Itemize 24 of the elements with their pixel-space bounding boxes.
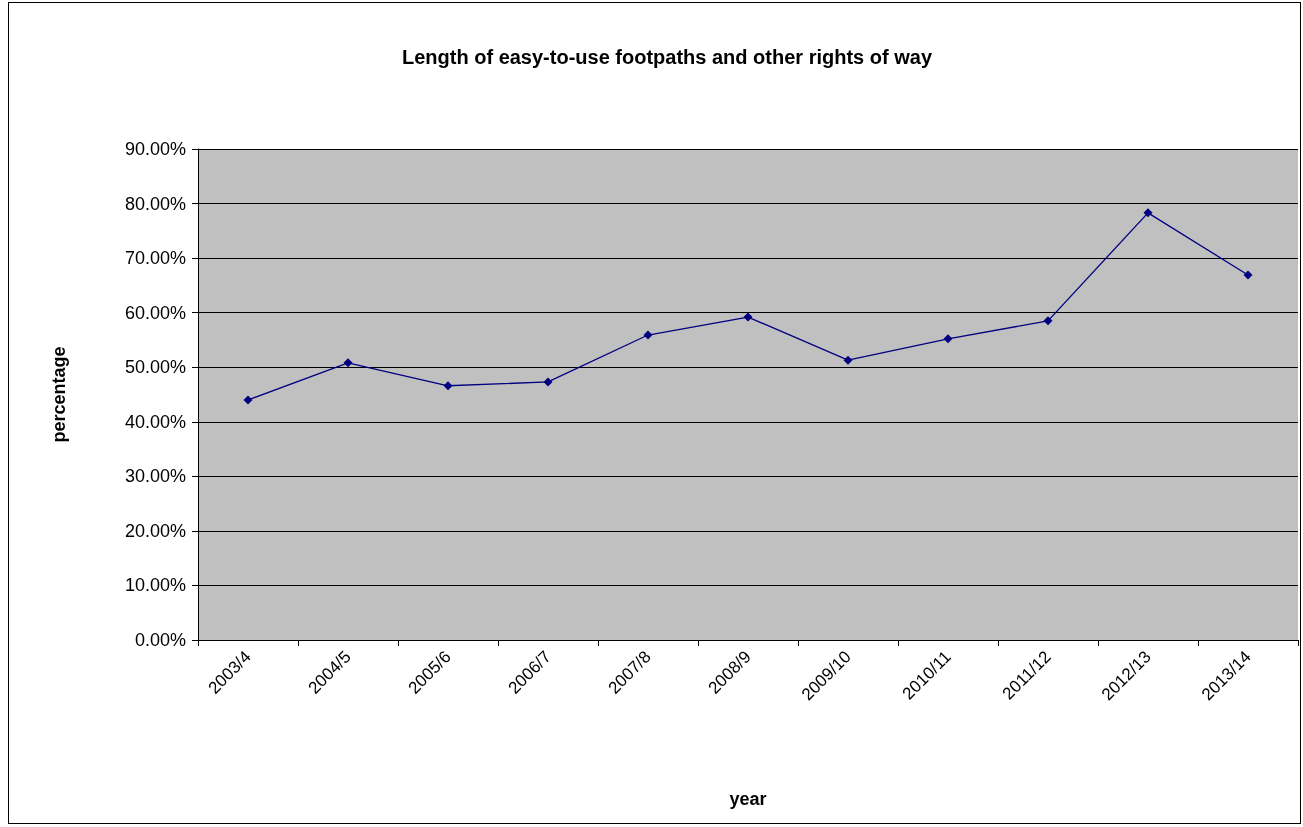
point [443, 381, 453, 391]
point [843, 355, 853, 365]
y-tick-label: 20.00% [124, 520, 186, 541]
point [1243, 270, 1253, 280]
y-tick-label: 90.00% [124, 139, 186, 159]
y-tick-label: 40.00% [124, 411, 186, 432]
y-tick-label: 80.00% [124, 193, 186, 214]
point [743, 312, 753, 322]
point [643, 330, 653, 340]
y-tick-label: 50.00% [124, 357, 186, 378]
y-tick-label: 70.00% [124, 248, 186, 269]
point [943, 334, 953, 344]
point [243, 395, 253, 405]
point [1043, 316, 1053, 326]
y-tick-label: 30.00% [124, 466, 186, 487]
point [543, 377, 553, 387]
x-axis-title: year [729, 789, 767, 809]
y-axis-title: percentage [49, 346, 69, 443]
point [1143, 208, 1153, 218]
chart-title: Length of easy-to-use footpaths and other rights of way [401, 46, 933, 68]
y-tick-label: 0.00% [134, 630, 186, 650]
point [343, 358, 353, 368]
y-tick-label: 10.00% [124, 575, 186, 596]
y-tick-label: 60.00% [124, 302, 186, 323]
